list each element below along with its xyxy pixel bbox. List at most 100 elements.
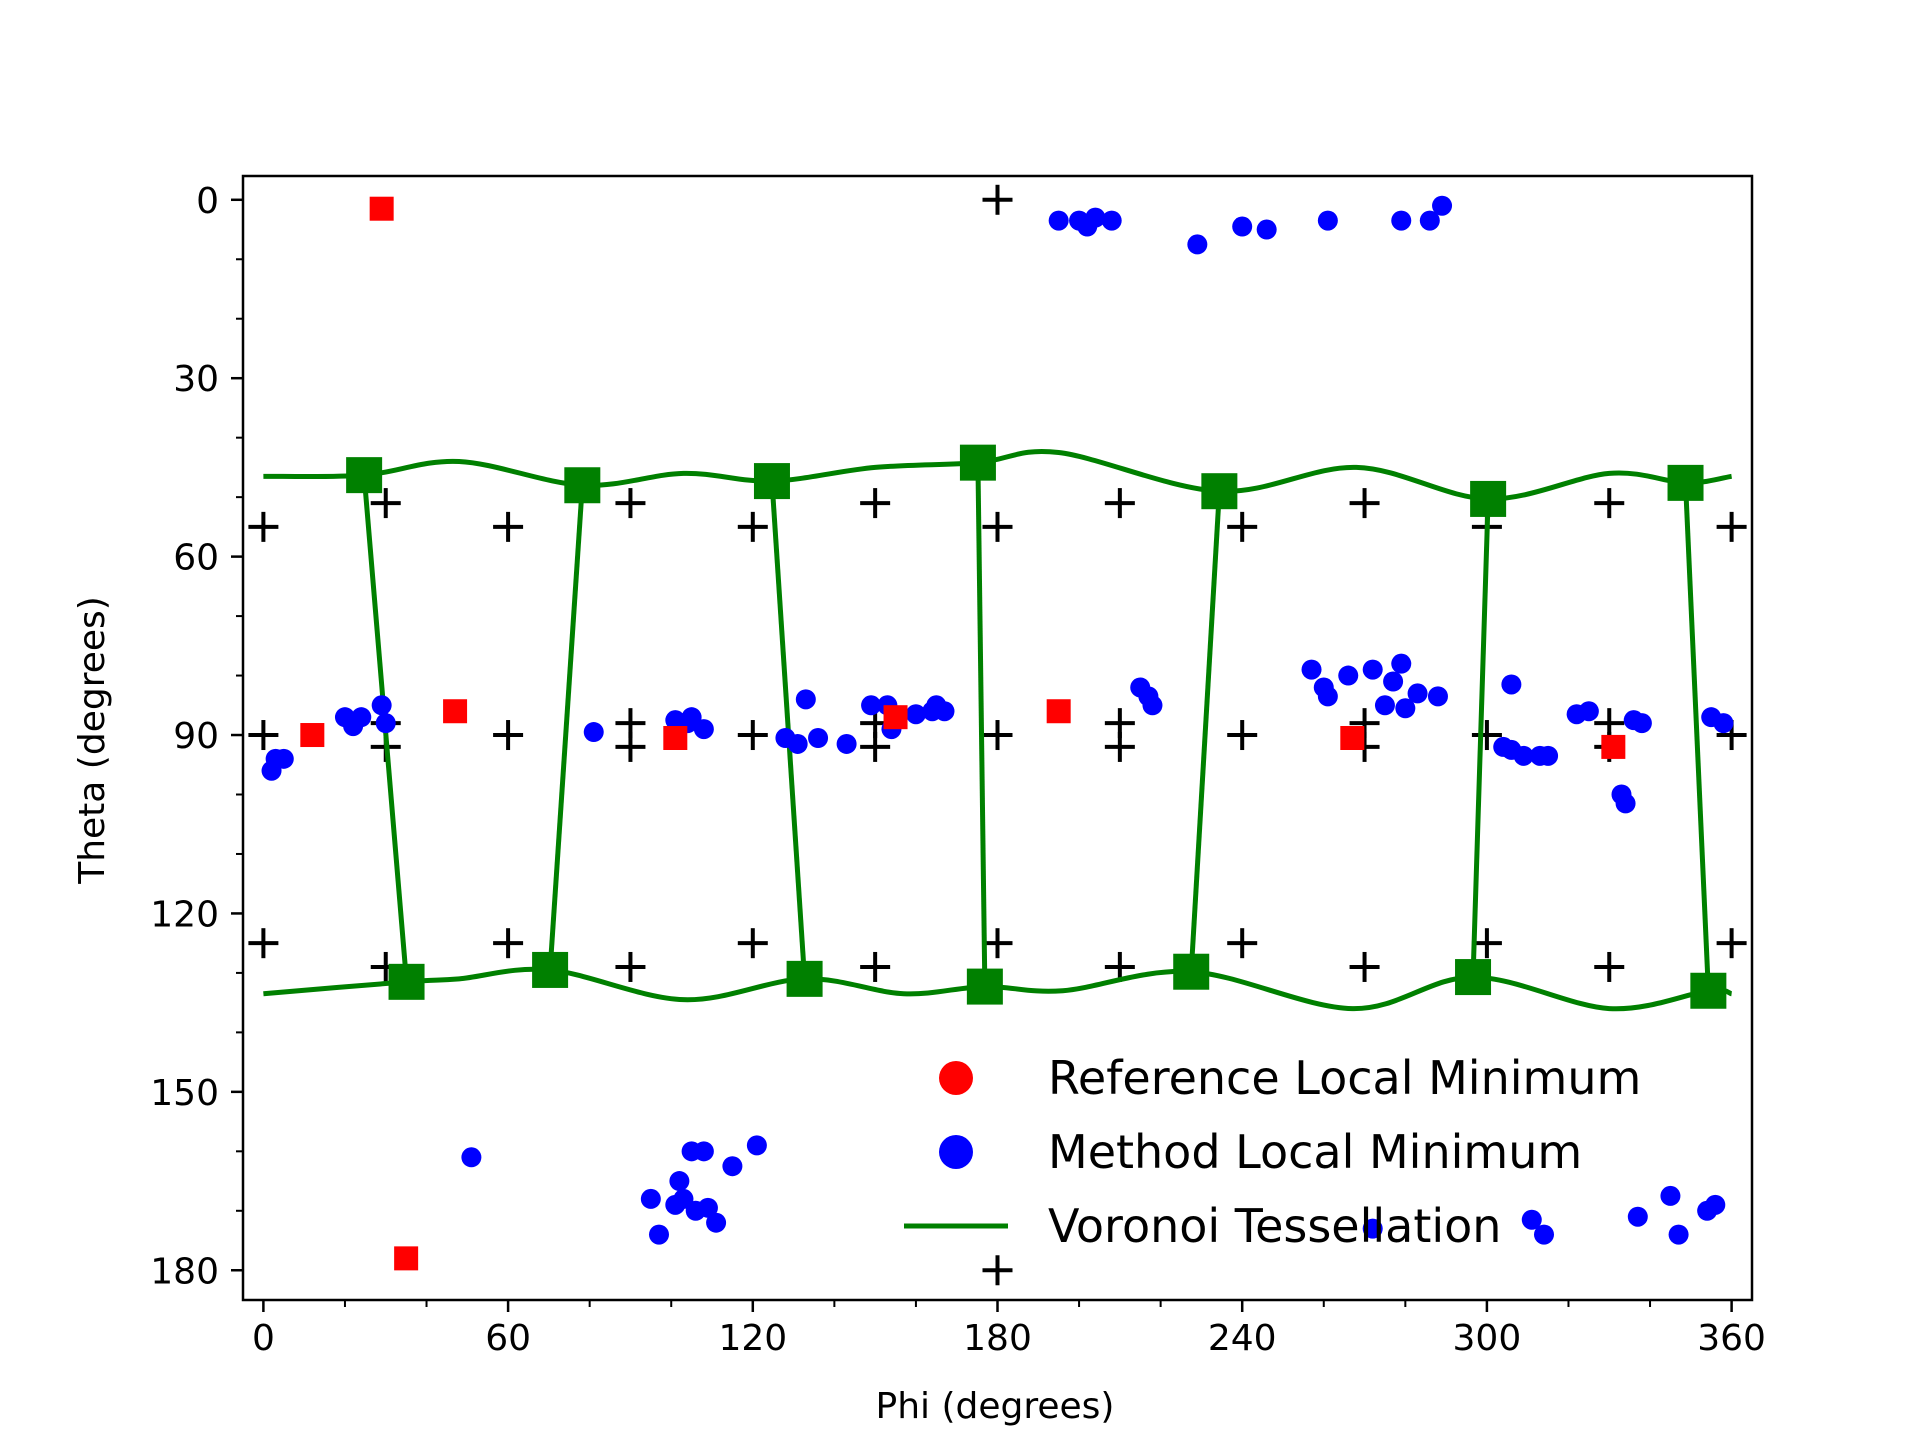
voronoi-top-arc (263, 449, 1733, 502)
method-minimum-point (1142, 695, 1163, 716)
voronoi-vertex-marker (346, 457, 383, 494)
y-tick-label: 0 (196, 181, 219, 222)
grid-site-marker (1104, 488, 1135, 519)
reference-minimum-point (883, 705, 908, 730)
method-minimum-point (836, 733, 857, 754)
reference-minimum-point (369, 196, 394, 221)
method-minimum-point (1534, 1224, 1555, 1245)
legend-reference-entry: Reference Local Minimum (939, 1051, 1641, 1105)
method-minimum-point (1407, 683, 1428, 704)
method-minimum-point (1705, 1194, 1726, 1215)
grid-site-marker (370, 488, 401, 519)
method-minimum-point (1048, 210, 1069, 231)
grid-site-marker (1594, 951, 1625, 982)
grid-site-marker (982, 184, 1013, 215)
method-minimum-point (640, 1188, 661, 1209)
method-minimum-point (1391, 653, 1412, 674)
legend-method-marker (939, 1135, 973, 1169)
x-tick-label: 0 (252, 1318, 275, 1359)
method-minimum-point (706, 1212, 727, 1233)
method-minimum-point (787, 733, 808, 754)
method-minimum-point (375, 713, 396, 734)
method-minimum-point (1627, 1206, 1648, 1227)
grid-site-marker (1104, 951, 1135, 982)
x-tick-label: 300 (1453, 1318, 1522, 1359)
method-minimum-point (1301, 659, 1322, 680)
grid-site-marker (982, 511, 1013, 542)
method-minimum-point (934, 701, 955, 722)
method-minimum-point (371, 695, 392, 716)
plot-area (248, 184, 1747, 1286)
x-tick-label: 180 (963, 1318, 1032, 1359)
voronoi-vertex-marker (388, 963, 425, 1000)
voronoi-vertex-marker (1173, 953, 1210, 990)
grid-site-marker (1471, 720, 1502, 751)
method-minimum-point (583, 722, 604, 743)
method-minimum-point (746, 1135, 767, 1156)
voronoi-edge (1683, 482, 1711, 991)
method-minimum-point (1187, 234, 1208, 255)
voronoi-vertex-marker (1455, 959, 1492, 996)
grid-site-marker (1471, 928, 1502, 959)
method-minimum-point (795, 689, 816, 710)
voronoi-vertex-marker (959, 444, 996, 481)
grid-site-marker (615, 951, 646, 982)
method-minimum-point (1668, 1224, 1689, 1245)
voronoi-vertex-marker (753, 463, 790, 500)
method-minimum-point (1432, 195, 1453, 216)
method-minimum-point (1362, 1218, 1383, 1239)
method-minimum-point (1501, 674, 1522, 695)
method-minimum-point (1383, 671, 1404, 692)
legend-voronoi-entry: Voronoi Tessellation (904, 1199, 1501, 1253)
method-minimum-point (722, 1156, 743, 1177)
voronoi-vertex-marker (1667, 464, 1704, 501)
grid-site-marker (248, 511, 279, 542)
method-minimum-point (1374, 695, 1395, 716)
y-axis-label: Theta (degrees) (72, 596, 113, 885)
method-minimum-point (1317, 210, 1338, 231)
grid-site-marker (860, 488, 891, 519)
method-minimum-point (1362, 659, 1383, 680)
voronoi-vertex-marker (1470, 480, 1507, 517)
reference-minimum-point (663, 726, 688, 750)
grid-site-marker (1349, 951, 1380, 982)
method-minimum-point (351, 707, 372, 728)
grid-site-marker (1227, 720, 1258, 751)
voronoi-vertex-marker (1201, 473, 1238, 510)
x-tick-label: 360 (1697, 1318, 1766, 1359)
grid-site-marker (493, 720, 524, 751)
voronoi-vertex-marker (786, 960, 823, 997)
method-minimum-point (1338, 665, 1359, 686)
voronoi-vertex-marker (966, 968, 1003, 1005)
method-minimum-point (905, 704, 926, 725)
grid-site-marker (737, 511, 768, 542)
method-minimum-point (1256, 219, 1277, 240)
y-tick-label: 180 (150, 1251, 219, 1292)
method-minimum-point (1395, 698, 1416, 719)
method-minimum-point (1101, 210, 1122, 231)
voronoi-edge (1470, 498, 1491, 978)
x-tick-label: 60 (485, 1318, 531, 1359)
axes: 0 60 120 180 240 300 360 0 30 60 90 120 150 180 (150, 174, 1766, 1359)
reference-minimum-point (443, 699, 468, 724)
voronoi-edge (975, 462, 988, 987)
method-minimum-point (1713, 713, 1734, 734)
x-tick-label: 120 (718, 1318, 787, 1359)
grid-site-marker (1716, 511, 1747, 542)
method-minimum-point (697, 1197, 718, 1218)
method-minimum-point (1317, 686, 1338, 707)
method-minimum-point (648, 1224, 669, 1245)
y-tick-label: 120 (150, 894, 219, 935)
method-minimum-point (1631, 713, 1652, 734)
x-axis-label: Phi (degrees) (876, 1386, 1115, 1427)
legend-method-label: Method Local Minimum (1048, 1125, 1582, 1179)
grid-site-marker (248, 928, 279, 959)
grid-site-marker (1104, 731, 1135, 762)
grid-site-marker (1227, 928, 1258, 959)
method-minimum-point (1085, 207, 1106, 228)
grid-site-marker (1349, 488, 1380, 519)
legend-reference-label: Reference Local Minimum (1048, 1051, 1641, 1105)
grid-site-marker (737, 928, 768, 959)
y-tick-label: 90 (173, 716, 219, 757)
grid-site-marker (615, 488, 646, 519)
